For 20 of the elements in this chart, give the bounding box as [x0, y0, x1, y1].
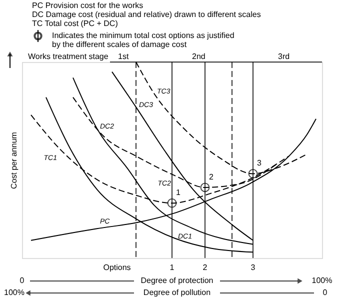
annotation: 1 [170, 263, 175, 272]
text: PC Provision cost for the works [32, 1, 144, 10]
legend-label: Indicates the minimum total cost options as justified by the different scales of damage cost [52, 31, 234, 49]
text: Works treatment stage [28, 52, 109, 61]
text: 0 [322, 288, 328, 297]
annotation: 2 [209, 172, 214, 182]
annotation: 3 [250, 263, 256, 272]
text: DC Damage cost (residual and relative) drawn to different scales [32, 10, 261, 19]
annotation: 1 [176, 188, 181, 198]
text: Degree of pollution [143, 288, 211, 297]
text: 1st [118, 52, 130, 61]
text: TC Total cost (PC + DC) [32, 19, 118, 28]
annotation: 2 [202, 263, 208, 272]
annotation: 3 [257, 158, 262, 168]
text: 2nd [192, 52, 206, 61]
text: 3rd [278, 52, 290, 61]
x-axis-title: Degree of protection [140, 276, 214, 285]
y-axis-title: Cost per annum [10, 132, 18, 189]
text: Options [103, 263, 131, 272]
text: 100% [4, 288, 24, 297]
